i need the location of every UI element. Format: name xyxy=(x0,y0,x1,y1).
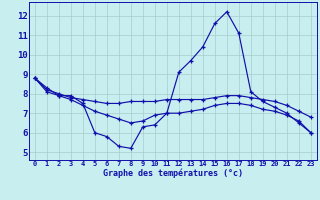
X-axis label: Graphe des températures (°c): Graphe des températures (°c) xyxy=(103,168,243,178)
